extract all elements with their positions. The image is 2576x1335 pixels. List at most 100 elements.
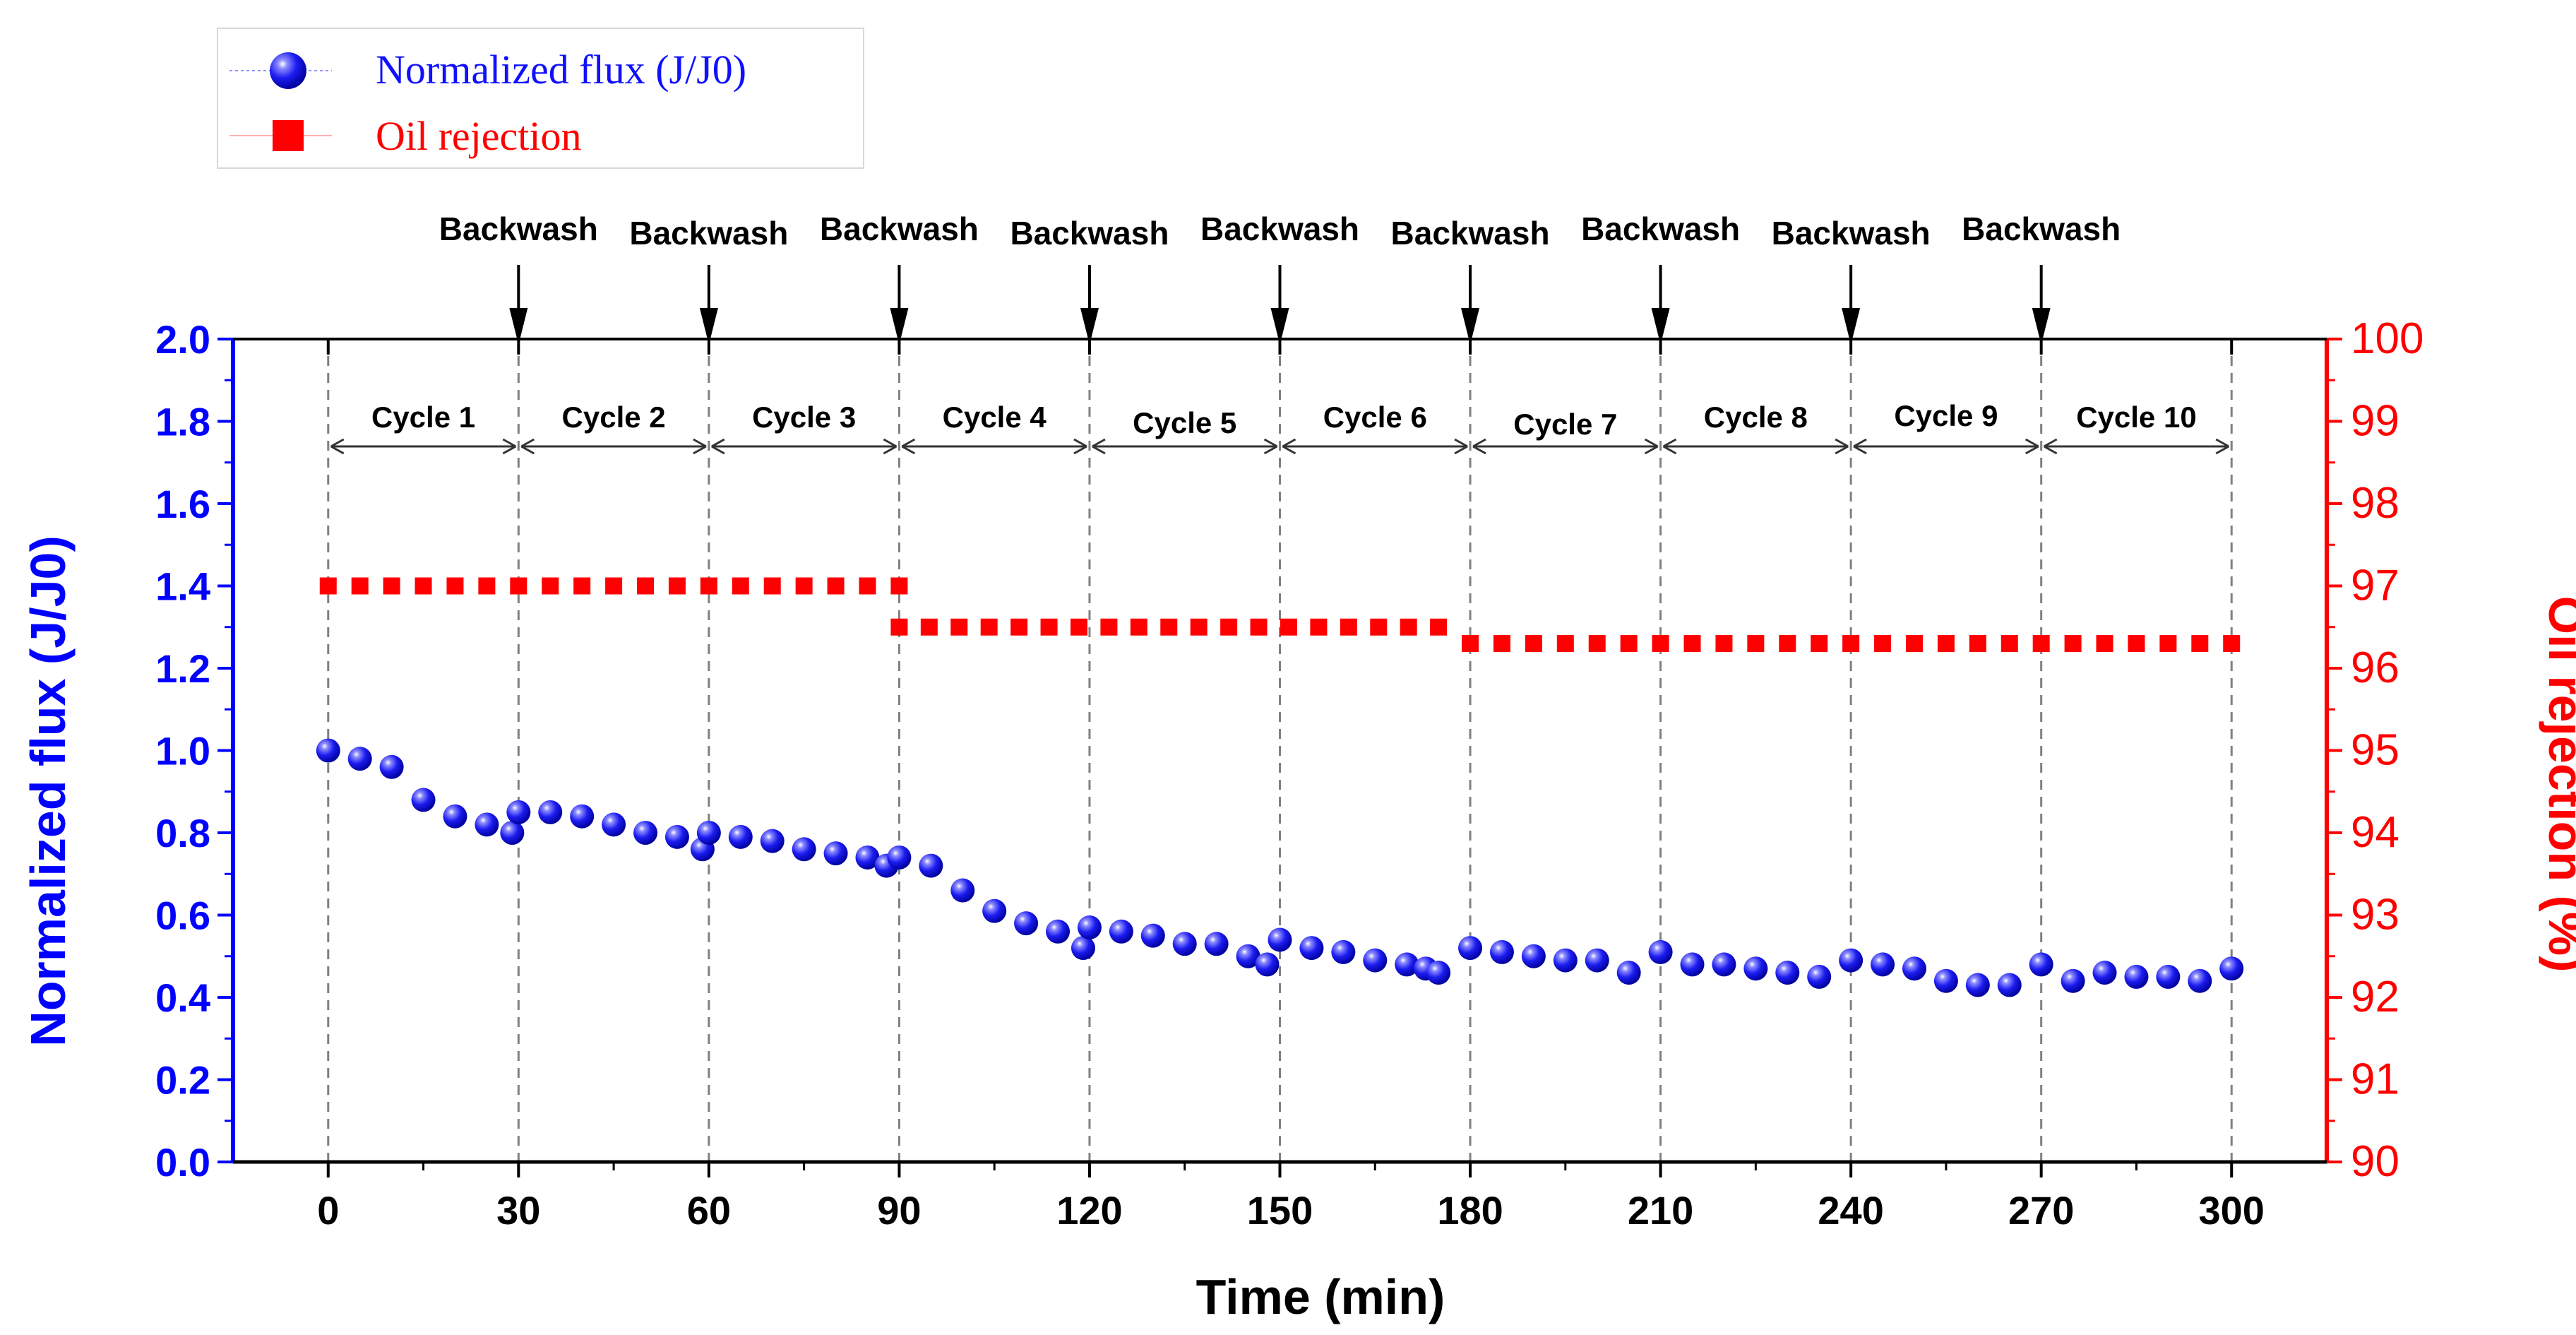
normalized-flux-point — [1553, 948, 1578, 973]
oil-rejection-point — [1652, 635, 1669, 653]
oil-rejection-point — [637, 577, 655, 595]
normalized-flux-point — [1839, 948, 1864, 973]
y-axis-right-label: Oil rejection (%) — [2539, 596, 2576, 973]
oil-rejection-point — [1588, 635, 1606, 653]
normalized-flux-point — [475, 812, 499, 837]
normalized-flux-point — [1236, 944, 1260, 968]
normalized-flux-point — [1521, 944, 1546, 968]
y-right-tick-label: 99 — [2351, 397, 2399, 446]
normalized-flux-point — [2188, 968, 2212, 993]
backwash-label: Backwash — [1772, 215, 1931, 251]
oil-rejection-point — [319, 577, 337, 595]
oil-rejection-point — [478, 577, 496, 595]
normalized-flux-point — [1395, 952, 1419, 977]
y-left-tick-label: 1.2 — [155, 646, 210, 691]
oil-rejection-point — [1190, 618, 1208, 636]
normalized-flux-point — [1140, 923, 1165, 948]
normalized-flux-point — [1426, 961, 1451, 985]
x-tick-label: 210 — [1628, 1188, 1693, 1233]
cycle-arrow-head-left — [520, 438, 535, 455]
y-right-tick-label: 96 — [2351, 643, 2399, 692]
backwash-label: Backwash — [629, 215, 788, 251]
oil-rejection-point — [1683, 635, 1701, 653]
oil-rejection-point — [2223, 635, 2241, 653]
oil-rejection-point — [1969, 635, 1986, 653]
oil-rejection-point — [859, 577, 876, 595]
oil-rejection-point — [2096, 635, 2113, 653]
normalized-flux-point — [1680, 952, 1705, 977]
normalized-flux-point — [728, 824, 753, 849]
cycle-label: Cycle 5 — [1133, 406, 1236, 439]
oil-rejection-point — [732, 577, 749, 595]
oil-rejection-series — [319, 577, 2241, 653]
axes: 0 30 60 90 120 150 180 210 240 270 300 0.0 0.2 0.4 0.6… — [155, 314, 2423, 1233]
y-left-tick-label: 0.8 — [155, 811, 210, 855]
normalized-flux-point — [919, 853, 943, 878]
oil-rejection-point — [1100, 618, 1118, 636]
x-tick-label: 120 — [1056, 1188, 1122, 1233]
oil-rejection-point — [1220, 618, 1238, 636]
y-left-tick-label: 1.0 — [155, 729, 210, 773]
oil-rejection-point — [542, 577, 559, 595]
oil-rejection-point — [920, 618, 938, 636]
normalized-flux-point — [887, 845, 912, 870]
oil-rejection-point — [446, 577, 464, 595]
x-tick-label: 0 — [317, 1188, 339, 1233]
cycle-label: Cycle 6 — [1323, 400, 1427, 434]
oil-rejection-point — [668, 577, 686, 595]
cycle-gridlines — [327, 339, 2233, 1162]
cycle-arrow-head-left — [2043, 438, 2058, 455]
normalized-flux-point — [506, 800, 531, 824]
oil-rejection-point — [351, 577, 369, 595]
backwash-arrow-head — [509, 308, 528, 345]
normalized-flux-point — [1775, 961, 1800, 985]
normalized-flux-point — [1997, 973, 2022, 997]
normalized-flux-point — [1933, 968, 1958, 993]
oil-rejection-point — [2191, 635, 2209, 653]
y-right-tick-label: 97 — [2351, 562, 2399, 610]
backwash-label: Backwash — [1962, 210, 2121, 247]
x-axis-label: Time (min) — [1196, 1269, 1445, 1324]
backwash-label: Backwash — [1391, 215, 1550, 251]
normalized-flux-point — [950, 878, 975, 903]
backwash-label: Backwash — [439, 210, 598, 247]
cycle-label: Cycle 10 — [2076, 400, 2196, 434]
normalized-flux-point — [1902, 956, 1926, 981]
normalized-flux-point — [1071, 936, 1095, 961]
oil-rejection-point — [2000, 635, 2018, 653]
backwash-label: Backwash — [1010, 215, 1169, 251]
normalized-flux-point — [1204, 932, 1229, 956]
cycle-arrow-head-left — [1662, 438, 1677, 455]
oil-rejection-point — [1842, 635, 1860, 653]
oil-rejection-point — [510, 577, 527, 595]
y-right-tick-label: 93 — [2351, 891, 2399, 939]
x-tick-label: 180 — [1437, 1188, 1503, 1233]
oil-rejection-point — [1525, 635, 1542, 653]
normalized-flux-point — [2029, 952, 2053, 977]
y-left-tick-label: 0.4 — [155, 975, 210, 1020]
normalized-flux-point — [411, 788, 436, 812]
backwash-arrow-head — [1080, 308, 1099, 345]
normalized-flux-point — [602, 812, 626, 837]
cycle-label: Cycle 9 — [1894, 399, 1998, 432]
y-left-tick-label: 0.6 — [155, 894, 210, 938]
oil-rejection-point — [890, 577, 908, 595]
legend-item-flux: Normalized flux (J/J0) — [229, 47, 746, 93]
legend-rejection-marker — [273, 120, 304, 151]
oil-rejection-point — [1747, 635, 1765, 653]
oil-rejection-point — [700, 577, 717, 595]
normalized-flux-point — [2124, 964, 2149, 989]
y-left-tick-label: 1.8 — [155, 400, 210, 444]
normalized-flux-point — [379, 754, 404, 779]
oil-rejection-point — [605, 577, 623, 595]
normalized-flux-point — [1648, 939, 1673, 964]
cycle-arrow-head-right — [2025, 438, 2039, 455]
y-right-tick-label: 100 — [2351, 314, 2423, 363]
x-tick-label: 150 — [1247, 1188, 1313, 1233]
oil-rejection-point — [1874, 635, 1892, 653]
cycle-arrow-head-right — [1454, 438, 1468, 455]
oil-rejection-point — [1370, 618, 1388, 636]
oil-rejection-point — [827, 577, 845, 595]
normalized-flux-point — [1109, 919, 1133, 944]
legend-flux-label: Normalized flux (J/J0) — [376, 47, 746, 93]
